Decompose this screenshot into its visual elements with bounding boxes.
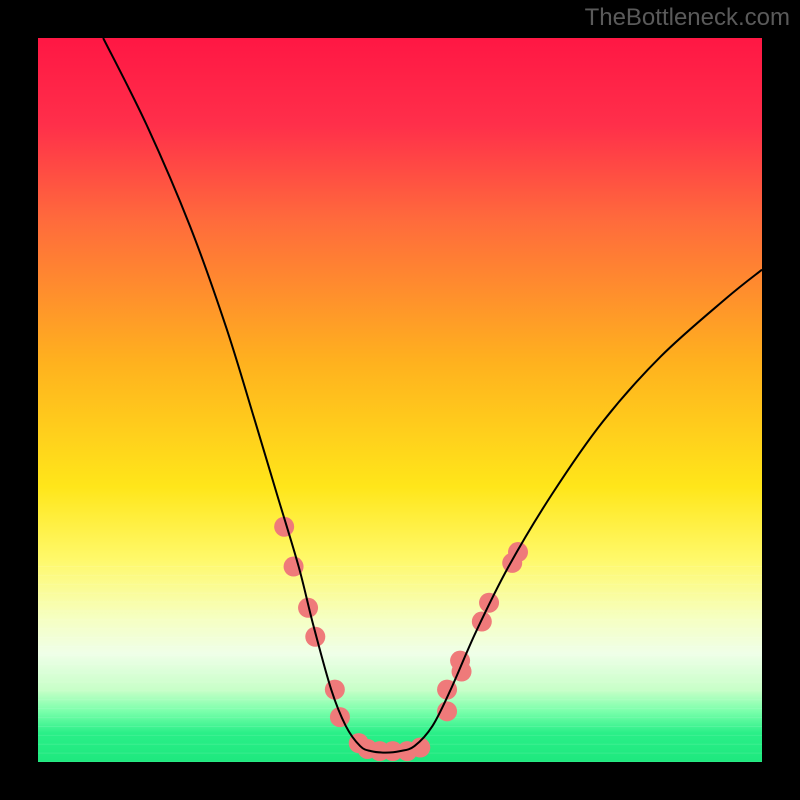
stage: TheBottleneck.com xyxy=(0,0,800,800)
gradient-background xyxy=(38,38,762,762)
scatter-point xyxy=(325,680,345,700)
scatter-point xyxy=(330,707,350,727)
plot-area xyxy=(38,38,762,762)
scatter-point xyxy=(508,542,528,562)
chart-svg xyxy=(0,0,800,800)
watermark-text: TheBottleneck.com xyxy=(585,4,790,32)
